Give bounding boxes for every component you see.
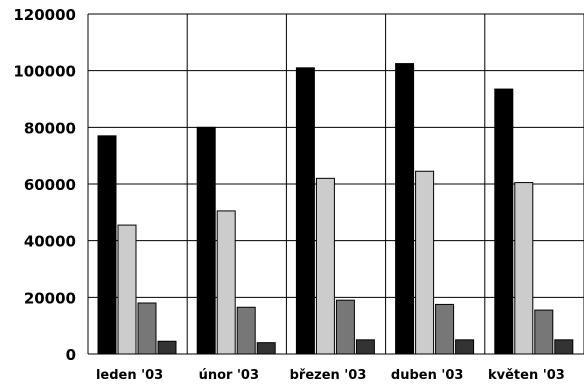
x-tick-label: březen '03 (290, 368, 367, 383)
x-tick-label: duben '03 (391, 368, 464, 383)
bar (117, 224, 137, 355)
x-tick-label: únor '03 (199, 368, 259, 383)
bar (216, 210, 236, 355)
bar (455, 339, 475, 355)
bar (236, 306, 256, 355)
bar (355, 339, 375, 355)
bar (514, 182, 534, 355)
y-tick-label: 0 (66, 346, 76, 364)
y-tick-label: 60000 (24, 176, 76, 194)
bar (435, 303, 455, 355)
bar (97, 135, 117, 355)
bar (256, 342, 276, 355)
bar (335, 299, 355, 355)
y-tick-label: 40000 (24, 233, 76, 251)
bar (295, 67, 315, 355)
bar (395, 63, 415, 355)
bar (415, 170, 435, 355)
bar (494, 88, 514, 355)
x-tick-label: květen '03 (488, 368, 565, 383)
y-tick-label: 100000 (13, 63, 76, 81)
bar (554, 339, 574, 355)
bar (157, 340, 177, 355)
x-tick-label: leden '03 (96, 368, 163, 383)
bar (315, 177, 335, 355)
bar (196, 126, 216, 355)
y-tick-label: 120000 (13, 6, 76, 24)
bar (137, 302, 157, 355)
y-tick-label: 80000 (24, 119, 76, 137)
bar (534, 309, 554, 355)
y-tick-label: 20000 (24, 289, 76, 307)
